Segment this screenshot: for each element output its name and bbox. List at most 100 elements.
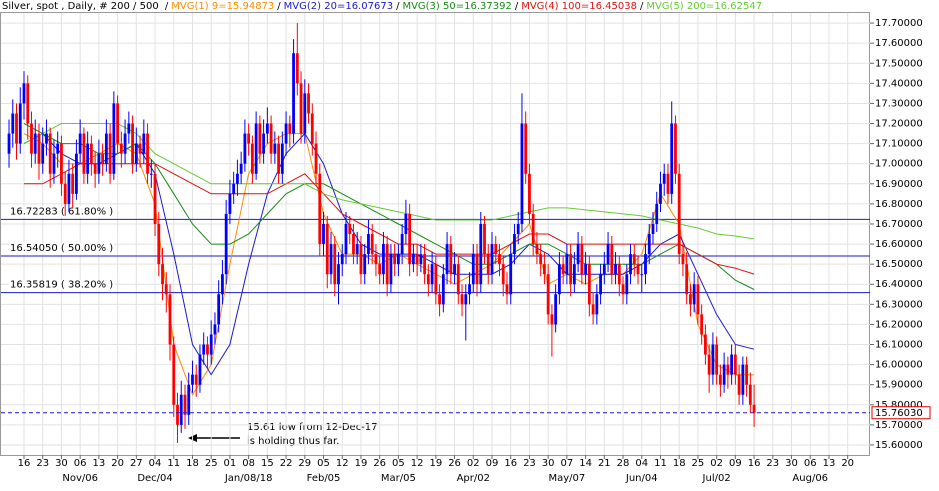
candle-body bbox=[299, 83, 303, 134]
x-tick-label: 04 bbox=[149, 458, 162, 469]
month-label: Jan/08/18 bbox=[224, 473, 273, 484]
candle-body bbox=[707, 354, 711, 375]
candle-body bbox=[393, 254, 397, 265]
candle-body bbox=[494, 244, 498, 255]
candle-body bbox=[179, 394, 183, 425]
candle-body bbox=[389, 254, 393, 285]
candle-body bbox=[157, 223, 161, 265]
candle-body bbox=[176, 404, 179, 425]
candle-body bbox=[284, 123, 288, 144]
candle-body bbox=[460, 294, 464, 305]
candle-body bbox=[164, 284, 168, 295]
annotation-line: is holding thus far. bbox=[247, 436, 339, 447]
candle-body bbox=[363, 254, 367, 275]
candle-body bbox=[561, 264, 565, 275]
candle-body bbox=[655, 203, 659, 224]
annotation-line: 15.61 low from 12-Dec-17 bbox=[247, 422, 378, 433]
candle-body bbox=[696, 284, 700, 315]
candle-body bbox=[617, 264, 621, 285]
x-tick-label: 25 bbox=[692, 458, 705, 469]
candle-body bbox=[385, 244, 389, 285]
candle-body bbox=[217, 294, 221, 325]
x-tick-label: 25 bbox=[205, 458, 218, 469]
x-tick-label: 02 bbox=[710, 458, 723, 469]
month-label: May/07 bbox=[548, 473, 585, 484]
month-label: Jun/04 bbox=[625, 473, 658, 484]
candle-body bbox=[438, 294, 441, 305]
month-label: Nov/06 bbox=[62, 473, 98, 484]
candle-body bbox=[453, 264, 456, 275]
x-tick-label: 20 bbox=[841, 458, 854, 469]
candle-body bbox=[554, 294, 558, 325]
candle-body bbox=[7, 133, 11, 154]
candle-body bbox=[101, 153, 105, 164]
candle-body bbox=[232, 183, 236, 194]
candle-body bbox=[89, 143, 93, 164]
candle-body bbox=[632, 254, 636, 265]
candle-body bbox=[221, 274, 224, 295]
legend-entry: MVG(5) 200=16.62547 bbox=[646, 1, 763, 12]
candle-body bbox=[726, 364, 730, 375]
candle-body bbox=[307, 93, 310, 114]
candle-body bbox=[524, 123, 528, 174]
candle-body bbox=[704, 334, 707, 355]
candle-body bbox=[239, 163, 243, 174]
candle-body bbox=[292, 53, 295, 134]
ma-line bbox=[23, 123, 755, 290]
candle-body bbox=[662, 173, 666, 184]
y-tick-label: 16.80000 bbox=[875, 199, 923, 210]
x-tick-label: 28 bbox=[617, 458, 630, 469]
candle-body bbox=[119, 143, 123, 154]
candle-body bbox=[63, 183, 67, 204]
candle-body bbox=[288, 123, 292, 134]
candle-body bbox=[314, 143, 318, 174]
candle-body bbox=[685, 264, 689, 295]
candle-body bbox=[625, 274, 629, 295]
candle-body bbox=[131, 123, 134, 164]
candle-body bbox=[666, 173, 670, 194]
x-tick-label: 15 bbox=[261, 458, 274, 469]
candle-body bbox=[142, 133, 146, 154]
candle-body bbox=[400, 234, 404, 255]
candle-body bbox=[146, 133, 149, 174]
candle-body bbox=[340, 254, 344, 265]
candle-body bbox=[116, 103, 119, 144]
candle-body bbox=[737, 374, 741, 395]
candle-body bbox=[172, 344, 176, 405]
candle-body bbox=[273, 143, 277, 154]
x-tick-label: 16 bbox=[504, 458, 517, 469]
candle-body bbox=[348, 223, 352, 235]
candle-body bbox=[449, 244, 453, 275]
candle-body bbox=[67, 173, 71, 204]
candle-body bbox=[546, 274, 550, 315]
fib-label: 16.54050 ( 50.00% ) bbox=[10, 243, 113, 254]
y-tick-label: 17.70000 bbox=[875, 18, 923, 29]
legend-separator: / bbox=[164, 1, 169, 12]
candle-body bbox=[37, 133, 41, 164]
y-tick-label: 16.20000 bbox=[875, 319, 923, 330]
candle-body bbox=[337, 264, 340, 285]
candle-body bbox=[374, 254, 378, 265]
candle-body bbox=[78, 133, 82, 154]
x-tick-label: 13 bbox=[823, 458, 836, 469]
chart-title: Silver, spot , Daily, # 200 / 500 bbox=[2, 1, 159, 12]
legend-entry: MVG(3) 50=16.37392 bbox=[402, 1, 512, 12]
last-price-label: 15.76030 bbox=[875, 408, 923, 419]
month-label: Dec/04 bbox=[137, 473, 172, 484]
candle-body bbox=[382, 244, 385, 275]
candle-body bbox=[752, 404, 756, 413]
candle-body bbox=[108, 133, 112, 174]
y-tick-label: 17.00000 bbox=[875, 159, 923, 170]
x-tick-label: 08 bbox=[242, 458, 255, 469]
candle-body bbox=[104, 133, 108, 164]
candle-body bbox=[134, 143, 138, 164]
candle-body bbox=[471, 254, 475, 285]
x-tick-label: 09 bbox=[486, 458, 499, 469]
candle-body bbox=[595, 294, 599, 315]
candle-body bbox=[486, 254, 490, 275]
candle-body bbox=[45, 133, 48, 144]
ma-line bbox=[23, 132, 755, 376]
candle-body bbox=[93, 163, 97, 174]
candle-body bbox=[370, 234, 374, 255]
x-tick-label: 27 bbox=[130, 458, 143, 469]
